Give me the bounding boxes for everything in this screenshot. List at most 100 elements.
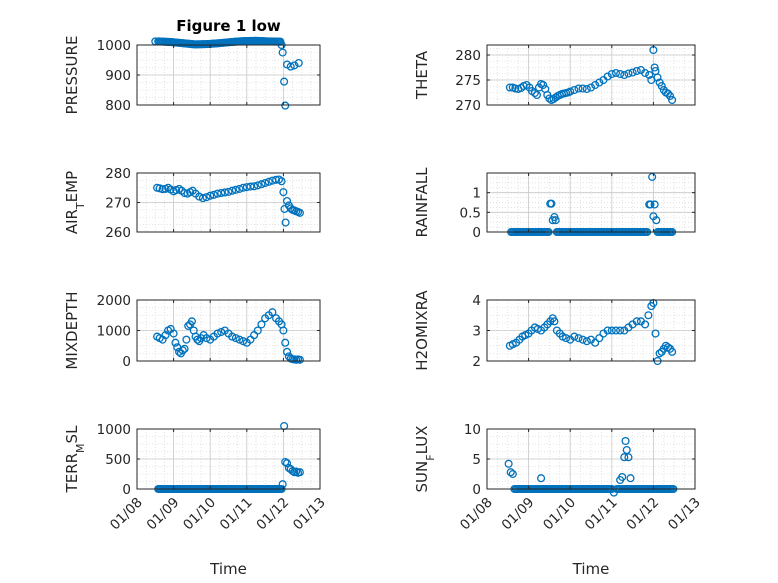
data-point bbox=[209, 190, 218, 199]
data-point bbox=[277, 177, 286, 186]
data-point bbox=[646, 200, 655, 209]
axes-box bbox=[486, 172, 696, 233]
data-point bbox=[574, 84, 583, 93]
subplot-pressure: 800 900 1000 PRESSURE Figure 1 low bbox=[63, 17, 321, 114]
data-point bbox=[622, 445, 631, 455]
data-point bbox=[551, 216, 560, 225]
data-point bbox=[665, 91, 675, 101]
x-axis-label: Time bbox=[572, 560, 610, 578]
data-point bbox=[611, 326, 621, 335]
data-point bbox=[279, 326, 288, 335]
data-point bbox=[616, 326, 625, 335]
data-point bbox=[668, 347, 677, 356]
data-point bbox=[288, 466, 297, 476]
data-point bbox=[231, 334, 240, 343]
y-tick-label: 500 bbox=[105, 452, 131, 468]
y-axis-label: SUNFLUX bbox=[413, 426, 437, 493]
data-point bbox=[645, 70, 654, 80]
data-point bbox=[663, 89, 673, 98]
data-point bbox=[650, 63, 659, 72]
y-tick-label: 270 bbox=[455, 98, 481, 114]
data-point bbox=[570, 85, 579, 95]
y-tick-label: 1 bbox=[472, 186, 481, 202]
y-tick-label: 0.5 bbox=[460, 205, 481, 221]
data-point bbox=[650, 200, 659, 209]
y-tick-label: 5 bbox=[472, 452, 481, 468]
data-point bbox=[632, 317, 641, 326]
data-point bbox=[651, 329, 660, 338]
data-point bbox=[171, 338, 180, 347]
x-axis-label: Time bbox=[209, 560, 247, 578]
data-point bbox=[603, 72, 612, 81]
data-point bbox=[532, 90, 541, 100]
y-tick-label: 10 bbox=[464, 422, 481, 438]
data-point bbox=[586, 83, 596, 92]
data-point bbox=[178, 346, 187, 355]
y-tick-label: 2 bbox=[472, 354, 481, 370]
data-point bbox=[511, 84, 520, 93]
data-point bbox=[187, 317, 196, 326]
data-point bbox=[278, 48, 287, 57]
data-point bbox=[169, 329, 178, 338]
y-axis-label: H2OMIXRA bbox=[413, 290, 431, 371]
subplot-rainfall: 0 0.5 1 RAINFALL bbox=[413, 167, 696, 241]
data-point bbox=[616, 69, 625, 79]
data-point bbox=[505, 83, 514, 92]
data-point bbox=[620, 453, 629, 462]
data-point bbox=[570, 332, 579, 341]
subplot-mixdepth: 0 1000 2000 MIXDEPTH bbox=[63, 291, 321, 370]
y-tick-label: 0 bbox=[472, 225, 481, 241]
data-point bbox=[213, 189, 222, 198]
data-point bbox=[574, 334, 583, 343]
data-point bbox=[566, 87, 575, 96]
y-tick-label: 0 bbox=[472, 482, 481, 498]
data-point bbox=[607, 326, 616, 335]
data-point bbox=[283, 347, 292, 356]
data-point bbox=[607, 69, 616, 79]
data-point bbox=[628, 68, 637, 77]
data-point bbox=[550, 317, 559, 326]
data-point bbox=[653, 73, 662, 82]
data-point bbox=[641, 68, 650, 78]
data-point bbox=[257, 320, 266, 329]
data-point bbox=[620, 70, 629, 80]
data-point bbox=[272, 175, 281, 184]
data-point bbox=[595, 334, 604, 343]
data-point bbox=[294, 58, 303, 68]
data-point bbox=[283, 196, 292, 206]
data-point bbox=[217, 327, 226, 337]
data-point bbox=[644, 311, 653, 320]
data-point bbox=[235, 335, 244, 344]
data-point bbox=[504, 459, 513, 468]
data-point bbox=[213, 329, 222, 338]
data-point bbox=[641, 320, 650, 329]
data-point bbox=[224, 187, 233, 196]
data-point bbox=[231, 185, 240, 194]
y-tick-label: 1000 bbox=[97, 422, 131, 438]
data-point bbox=[624, 453, 633, 462]
data-point bbox=[268, 308, 277, 317]
data-point bbox=[250, 182, 259, 191]
data-point bbox=[621, 436, 630, 446]
y-tick-label: 280 bbox=[455, 48, 481, 64]
data-point bbox=[582, 337, 591, 346]
data-point bbox=[290, 61, 299, 70]
data-point bbox=[530, 88, 539, 98]
data-point bbox=[286, 62, 295, 71]
y-tick-label: 280 bbox=[105, 166, 131, 182]
y-tick-label: 1000 bbox=[97, 38, 131, 54]
data-point bbox=[618, 472, 627, 482]
data-point bbox=[537, 474, 546, 483]
data-point bbox=[652, 216, 661, 225]
data-point bbox=[295, 468, 304, 477]
data-point bbox=[217, 189, 226, 198]
data-point bbox=[578, 84, 587, 93]
data-point bbox=[648, 172, 657, 181]
data-point bbox=[624, 69, 633, 78]
data-point bbox=[180, 344, 189, 353]
data-point bbox=[257, 180, 266, 189]
data-point bbox=[663, 343, 673, 352]
y-axis-label: RAINFALL bbox=[413, 167, 431, 238]
data-point bbox=[295, 355, 304, 364]
